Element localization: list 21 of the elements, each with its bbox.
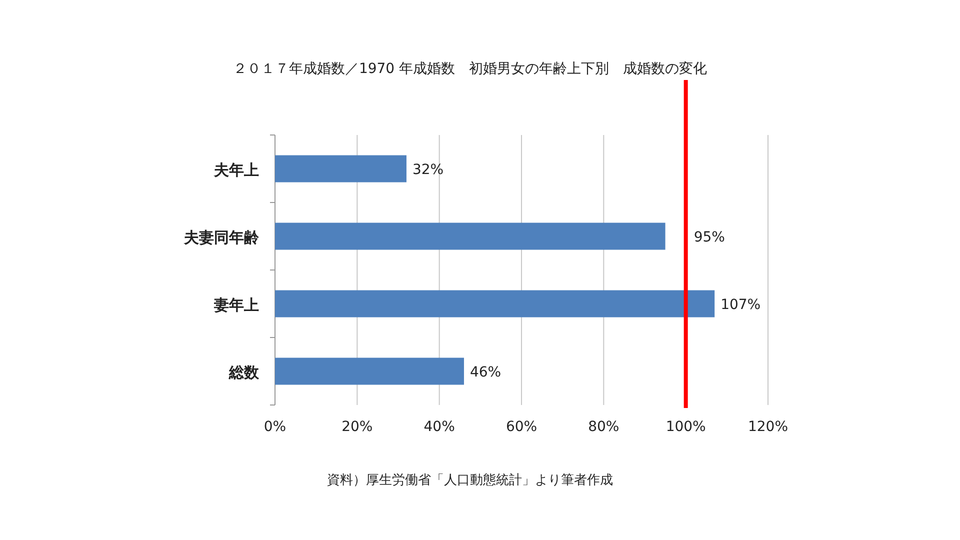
y-tick-label: 総数 xyxy=(228,363,260,382)
x-tick-label: 20% xyxy=(342,419,373,435)
data-label: 95% xyxy=(694,229,725,246)
data-label: 107% xyxy=(720,296,761,313)
bar xyxy=(275,222,666,250)
bar xyxy=(275,358,464,385)
bar xyxy=(275,290,715,318)
x-tick-label: 100% xyxy=(666,419,706,435)
y-tick-label: 夫年上 xyxy=(213,160,259,179)
y-tick-label: 夫妻同年齢 xyxy=(183,228,260,246)
x-tick-label: 120% xyxy=(748,419,788,435)
bar xyxy=(275,155,406,182)
x-tick-label: 0% xyxy=(264,419,286,435)
x-tick-label: 80% xyxy=(588,419,620,435)
data-label: 32% xyxy=(412,162,444,178)
data-label: 46% xyxy=(470,364,502,380)
chart-title: ２０１７年成婚数／1970 年成婚数 初婚男女の年齢上下別 成婚数の変化 xyxy=(232,61,708,77)
text: 資料）厚生労働省「人口動態統計」より筆者作成 xyxy=(327,473,613,488)
x-tick-label: 60% xyxy=(506,419,538,435)
y-tick-label: 妻年上 xyxy=(213,296,259,314)
x-tick-label: 40% xyxy=(424,419,455,435)
